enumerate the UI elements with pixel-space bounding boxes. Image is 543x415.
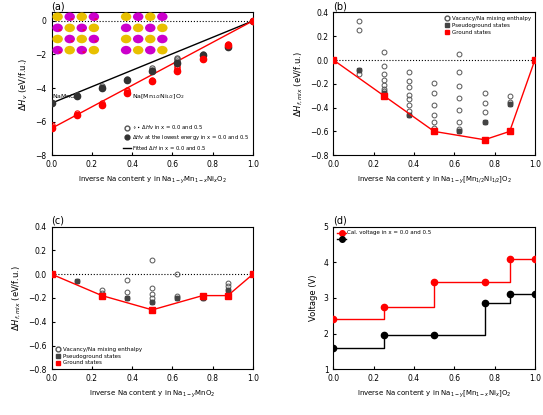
Text: **: ** bbox=[82, 28, 87, 33]
Ellipse shape bbox=[145, 24, 155, 32]
Ellipse shape bbox=[145, 12, 155, 21]
X-axis label: Inverse Na content y in Na$_{1-y}$MnO$_2$: Inverse Na content y in Na$_{1-y}$MnO$_2… bbox=[89, 389, 216, 400]
Y-axis label: $\Delta H_{f,mix}$ (eV/f.u.): $\Delta H_{f,mix}$ (eV/f.u.) bbox=[292, 51, 305, 117]
Ellipse shape bbox=[89, 12, 99, 21]
Ellipse shape bbox=[133, 46, 143, 54]
Ellipse shape bbox=[89, 46, 99, 54]
Ellipse shape bbox=[133, 24, 143, 32]
Ellipse shape bbox=[52, 46, 63, 54]
Ellipse shape bbox=[77, 12, 87, 21]
Ellipse shape bbox=[157, 24, 168, 32]
Y-axis label: Voltage (V): Voltage (V) bbox=[309, 275, 318, 321]
Text: NaMnO$_2$: NaMnO$_2$ bbox=[52, 93, 79, 101]
Ellipse shape bbox=[145, 46, 155, 54]
Text: (d): (d) bbox=[333, 216, 347, 226]
X-axis label: Inverse Na content y in Na$_{1-y}$[Mn$_{1/2}$Ni$_{1/2}$]O$_2$: Inverse Na content y in Na$_{1-y}$[Mn$_{… bbox=[357, 175, 512, 186]
Ellipse shape bbox=[133, 35, 143, 43]
X-axis label: Inverse Na content y in Na$_{1-y}$Mn$_{1-x}$Ni$_x$O$_2$: Inverse Na content y in Na$_{1-y}$Mn$_{1… bbox=[78, 175, 227, 186]
Ellipse shape bbox=[157, 35, 168, 43]
Ellipse shape bbox=[52, 24, 63, 32]
Legend: Cal. voltage in x = 0.0 and 0.5, : Cal. voltage in x = 0.0 and 0.5, bbox=[336, 229, 433, 243]
Ellipse shape bbox=[121, 46, 131, 54]
Text: Na[Mn$_{1/2}$Ni$_{1/2}$]O$_2$: Na[Mn$_{1/2}$Ni$_{1/2}$]O$_2$ bbox=[132, 93, 185, 100]
Text: (c): (c) bbox=[52, 216, 65, 226]
Ellipse shape bbox=[157, 46, 168, 54]
Legend: $\circ$ $\bullet$ $\Delta Hv$ in x = 0.0 and 0.5, $\Delta Hv$ at the lowest ener: $\circ$ $\bullet$ $\Delta Hv$ in x = 0.0… bbox=[122, 122, 250, 153]
Text: **: ** bbox=[94, 17, 99, 22]
Text: (b): (b) bbox=[333, 2, 348, 12]
Ellipse shape bbox=[65, 12, 75, 21]
Ellipse shape bbox=[77, 24, 87, 32]
X-axis label: Inverse Na content y in Na$_{1-y}$[Mn$_{1-x}$Ni$_x$]O$_2$: Inverse Na content y in Na$_{1-y}$[Mn$_{… bbox=[357, 389, 512, 400]
Ellipse shape bbox=[65, 35, 75, 43]
Ellipse shape bbox=[145, 35, 155, 43]
Text: (a): (a) bbox=[52, 2, 65, 12]
Ellipse shape bbox=[77, 35, 87, 43]
Y-axis label: $\Delta H_v$ (eV/f.u.): $\Delta H_v$ (eV/f.u.) bbox=[17, 57, 30, 110]
Ellipse shape bbox=[121, 24, 131, 32]
Ellipse shape bbox=[52, 35, 63, 43]
Text: **: ** bbox=[70, 39, 75, 44]
Legend: Vacancy/Na mixing enthalpy, Pseudoground states, Ground states: Vacancy/Na mixing enthalpy, Pseudoground… bbox=[443, 15, 532, 36]
Text: **: ** bbox=[58, 28, 63, 33]
Ellipse shape bbox=[89, 24, 99, 32]
Text: **: ** bbox=[70, 17, 75, 22]
Ellipse shape bbox=[133, 12, 143, 21]
Text: **: ** bbox=[58, 51, 63, 56]
Ellipse shape bbox=[89, 35, 99, 43]
Ellipse shape bbox=[65, 24, 75, 32]
Ellipse shape bbox=[157, 12, 168, 21]
Legend: Vacancy/Na mixing enthalpy, Pseudoground states, Ground states: Vacancy/Na mixing enthalpy, Pseudoground… bbox=[54, 346, 143, 366]
Ellipse shape bbox=[121, 35, 131, 43]
Ellipse shape bbox=[77, 46, 87, 54]
Text: **: ** bbox=[94, 39, 99, 44]
Ellipse shape bbox=[65, 46, 75, 54]
Ellipse shape bbox=[121, 12, 131, 21]
Text: **: ** bbox=[82, 51, 87, 56]
Ellipse shape bbox=[52, 12, 63, 21]
Y-axis label: $\Delta H_{f,mix}$ (eV/f.u.): $\Delta H_{f,mix}$ (eV/f.u.) bbox=[10, 265, 23, 331]
